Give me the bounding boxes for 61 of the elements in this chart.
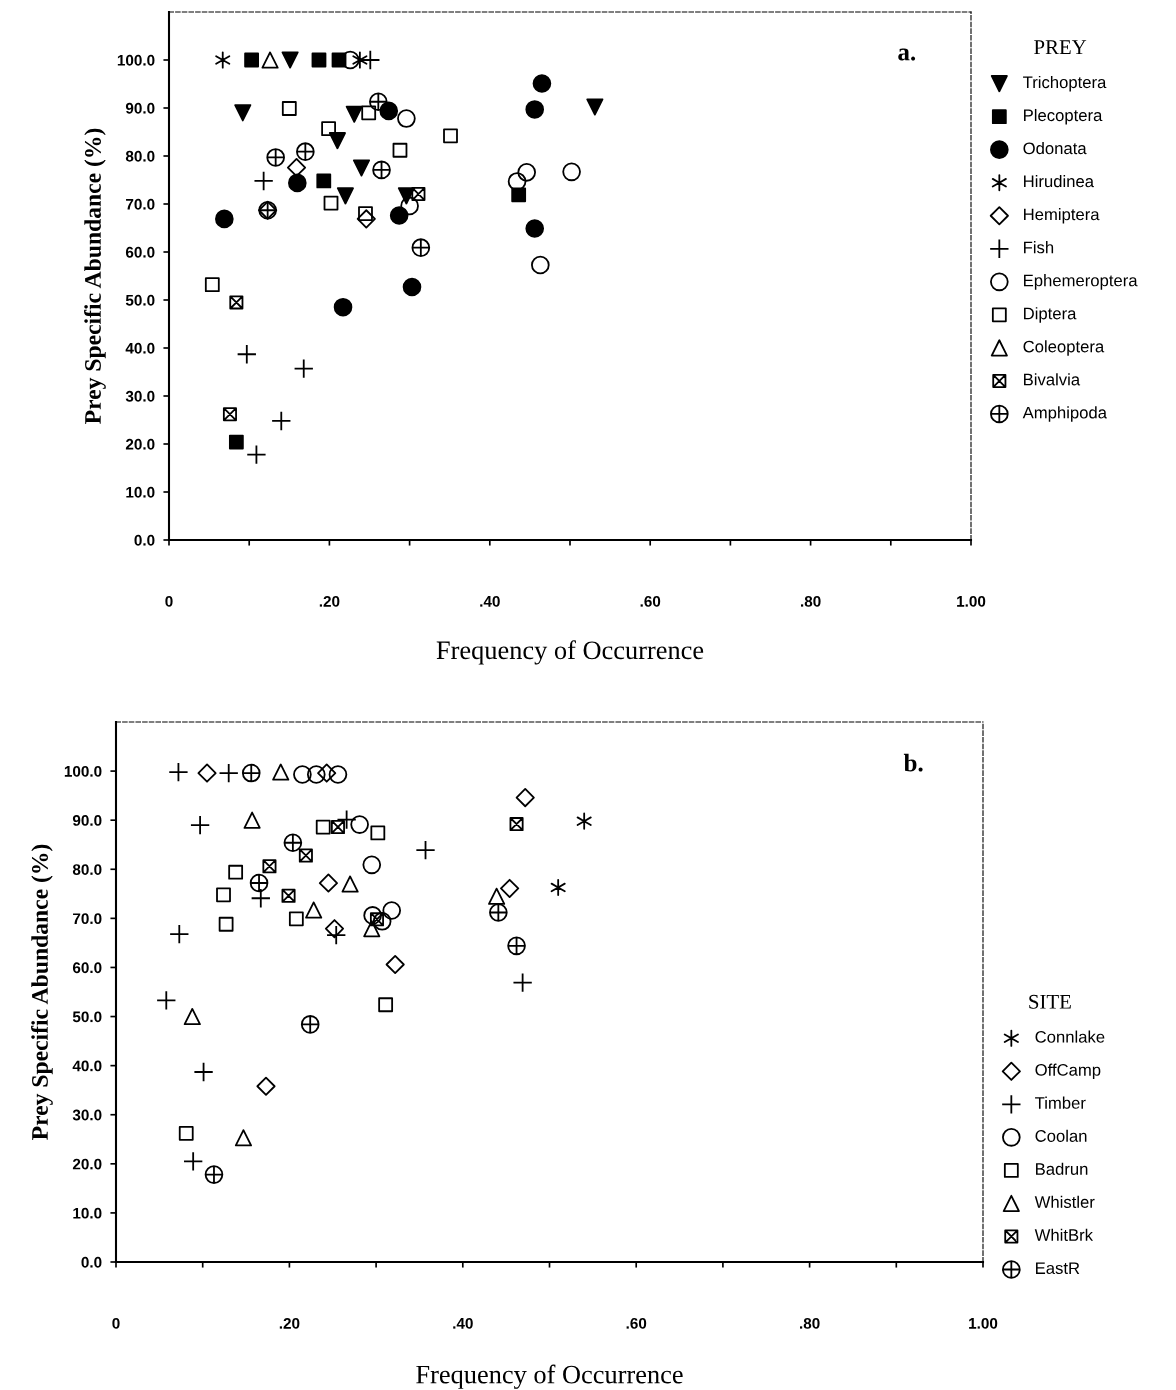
legend-label: Coleoptera <box>1023 340 1105 356</box>
y-tick-label: 30.0 <box>125 390 155 402</box>
legend-title: PREY <box>1034 40 1087 54</box>
legend-label: Connlake <box>1035 1030 1105 1043</box>
legend-label: Trichoptera <box>1023 75 1107 92</box>
y-tick-label: 60.0 <box>72 962 102 974</box>
y-tick-label: 80.0 <box>125 150 155 162</box>
y-tick-label: 100.0 <box>64 765 102 777</box>
legend-label: Coolan <box>1035 1129 1087 1142</box>
legend-label: Amphipoda <box>1022 406 1107 422</box>
x-axis-title: Frequency of Occurrence <box>436 640 704 665</box>
x-axis-title: Frequency of Occurrence <box>416 1364 683 1389</box>
y-tick-label: 0.0 <box>81 1256 102 1268</box>
legend-label: Whistler <box>1034 1195 1095 1208</box>
x-tick-label: 1.00 <box>969 1317 998 1329</box>
y-tick-label: 70.0 <box>73 913 102 925</box>
y-axis-title: Prey Specific Abundance (%) <box>84 128 106 424</box>
legend-label: Ephemeroptera <box>1024 274 1138 290</box>
legend-label: Diptera <box>1024 307 1077 323</box>
y-tick-label: 40.0 <box>125 342 155 354</box>
legend-label: Plecoptera <box>1024 108 1103 125</box>
legend-label: Bivalvia <box>1024 373 1081 386</box>
legend-label: WhitBrk <box>1034 1228 1094 1241</box>
x-tick-label: .60 <box>640 595 661 607</box>
x-tick-label: .80 <box>800 1317 820 1329</box>
x-tick-label: 1.00 <box>957 595 986 607</box>
y-tick-label: 50.0 <box>125 294 155 306</box>
x-tick-label: .40 <box>453 1317 473 1329</box>
y-tick-label: 20.0 <box>125 438 155 450</box>
y-tick-label: 50.0 <box>72 1011 102 1023</box>
legend-label: Hirudinea <box>1024 175 1094 188</box>
x-tick-label: .60 <box>626 1317 647 1329</box>
x-tick-label: .20 <box>319 595 340 607</box>
legend-label: Timber <box>1035 1096 1086 1109</box>
y-tick-label: 30.0 <box>72 1109 102 1121</box>
y-tick-label: 40.0 <box>72 1060 102 1072</box>
y-tick-label: 60.0 <box>125 246 155 258</box>
y-tick-label: 90.0 <box>125 102 155 114</box>
y-tick-label: 20.0 <box>72 1158 102 1170</box>
y-tick-label: 10.0 <box>73 1207 102 1219</box>
legend-label: Fish <box>1024 241 1054 254</box>
x-tick-label: 0 <box>165 595 173 607</box>
legend-label: OffCamp <box>1035 1063 1101 1080</box>
x-tick-label: 0 <box>112 1317 120 1329</box>
y-tick-label: 80.0 <box>72 864 102 875</box>
legend-label: Odonata <box>1023 141 1087 155</box>
legend-label: Hemiptera <box>1024 208 1100 224</box>
annotation: b. <box>903 753 923 772</box>
y-axis-title: Prey Specific Abundance (%) <box>31 844 53 1140</box>
y-tick-label: 90.0 <box>72 815 102 826</box>
y-tick-label: 100.0 <box>117 54 155 66</box>
x-tick-label: .80 <box>801 595 821 607</box>
legend-title: SITE <box>1029 994 1071 1009</box>
legend-label: EastR <box>1036 1262 1080 1275</box>
x-tick-label: .40 <box>480 595 500 607</box>
y-tick-label: 0.0 <box>134 534 155 546</box>
legend-label: Badrun <box>1036 1162 1088 1175</box>
annotation: a. <box>898 48 916 61</box>
y-tick-label: 70.0 <box>126 198 155 210</box>
x-tick-label: .20 <box>279 1317 300 1329</box>
y-tick-label: 10.0 <box>126 486 155 498</box>
